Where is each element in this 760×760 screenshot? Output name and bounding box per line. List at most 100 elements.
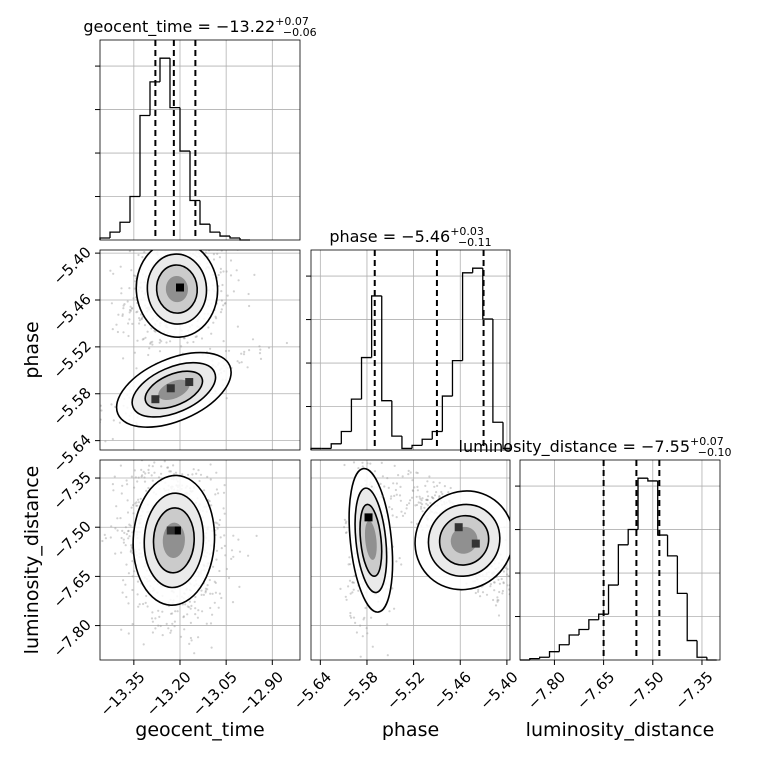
- hist-bin: [461, 272, 473, 361]
- sample-point: [143, 476, 146, 479]
- sample-point: [193, 652, 196, 655]
- sample-point: [158, 448, 160, 450]
- sample-point: [496, 600, 499, 603]
- sample-point: [215, 317, 218, 320]
- sample-point: [219, 271, 222, 274]
- sample-point: [100, 409, 103, 412]
- sample-point: [135, 501, 138, 504]
- sample-point: [343, 518, 346, 521]
- sample-point: [506, 568, 509, 571]
- hist-bin: [676, 555, 688, 595]
- sample-point: [136, 480, 139, 483]
- sample-point: [240, 352, 243, 355]
- sample-point: [390, 495, 393, 498]
- sample-point: [129, 309, 132, 312]
- sample-point: [224, 349, 228, 353]
- sample-point: [124, 544, 127, 547]
- sample-point: [145, 594, 148, 598]
- sample-point: [74, 421, 76, 423]
- sample-point: [184, 241, 186, 243]
- sample-point: [101, 539, 104, 543]
- sample-point: [408, 502, 411, 505]
- sample-point: [425, 498, 428, 501]
- y-tick-label: −7.50: [50, 517, 95, 562]
- sample-point: [348, 579, 352, 582]
- sample-point: [124, 583, 127, 586]
- sample-point: [130, 307, 133, 310]
- sample-point: [397, 453, 399, 455]
- sample-point: [218, 256, 221, 259]
- sample-point: [210, 332, 213, 335]
- sample-point: [540, 631, 542, 633]
- sample-point: [122, 357, 125, 360]
- sample-point: [137, 253, 140, 257]
- sample-point: [137, 245, 139, 247]
- sample-point: [120, 287, 123, 290]
- sample-point: [208, 500, 211, 503]
- sample-point: [538, 619, 540, 621]
- sample-point: [410, 521, 413, 524]
- sample-point: [285, 341, 288, 345]
- sample-point: [135, 367, 138, 370]
- x-tick-label: −13.05: [189, 668, 241, 720]
- sample-point: [222, 304, 225, 307]
- sample-point: [217, 273, 220, 277]
- sample-point: [125, 533, 128, 536]
- hist-bin: [109, 231, 120, 239]
- sample-point: [193, 237, 195, 239]
- x-tick-label: −13.35: [97, 668, 149, 720]
- x-axis-label: luminosity_distance: [526, 719, 715, 741]
- sample-point: [209, 592, 212, 595]
- sample-point: [238, 550, 242, 553]
- sample-point: [436, 484, 439, 487]
- sample-point: [225, 397, 228, 400]
- sample-point: [135, 504, 138, 507]
- sample-point: [132, 297, 135, 300]
- sample-point: [151, 611, 154, 614]
- sample-point: [344, 531, 348, 535]
- sample-point: [224, 554, 227, 557]
- sample-point: [212, 565, 215, 568]
- sample-point: [230, 549, 234, 552]
- sample-point: [128, 250, 131, 253]
- sample-point: [427, 495, 430, 498]
- sample-point: [343, 526, 346, 529]
- sample-point: [110, 302, 113, 305]
- sample-point: [383, 485, 386, 488]
- sample-point: [112, 489, 115, 492]
- sample-point: [189, 621, 192, 625]
- sample-point: [501, 589, 504, 593]
- sample-point: [411, 489, 414, 492]
- sample-point: [167, 246, 169, 248]
- sample-point: [158, 237, 160, 239]
- sample-point: [151, 465, 154, 468]
- sample-point: [188, 443, 190, 445]
- sample-point: [219, 536, 222, 539]
- sample-point: [504, 566, 507, 570]
- sample-point: [140, 468, 143, 471]
- sample-point: [449, 486, 452, 490]
- density-area: [311, 453, 542, 660]
- sample-point: [128, 311, 131, 314]
- sample-point: [165, 622, 168, 626]
- sample-point: [216, 252, 219, 255]
- sample-point: [195, 472, 198, 475]
- sample-point: [226, 294, 229, 297]
- hist-panel-phase: [306, 249, 511, 451]
- sample-point: [120, 536, 123, 540]
- sample-point: [111, 483, 114, 486]
- sample-point: [171, 622, 174, 625]
- sample-point: [220, 290, 223, 293]
- sample-point: [130, 544, 133, 547]
- sample-point: [142, 602, 145, 606]
- y-tick-label: −7.35: [50, 468, 95, 513]
- sample-point: [229, 259, 233, 262]
- sample-point: [401, 454, 403, 456]
- sample-point: [170, 234, 172, 236]
- sample-point: [130, 506, 133, 509]
- sample-point: [209, 347, 212, 350]
- sample-point: [206, 475, 209, 478]
- sample-point: [131, 575, 134, 578]
- hist-bin: [421, 438, 433, 446]
- sample-point: [190, 639, 193, 642]
